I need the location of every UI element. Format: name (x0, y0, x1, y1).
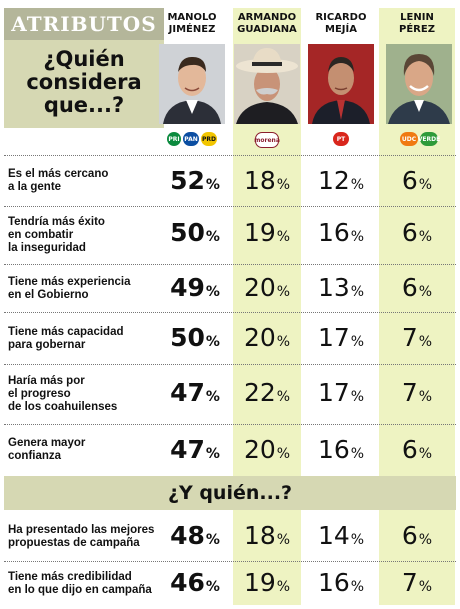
pct-perez: 6% (401, 435, 433, 464)
pct-jimenez: 48% (170, 521, 220, 550)
pct-jimenez: 50% (170, 218, 220, 247)
row-label: Es el más cercano a la gente (8, 168, 109, 193)
row-label: Tiene más capacidad para gobernar (8, 325, 124, 351)
row-separator (4, 424, 456, 426)
pct-guadiana: 19% (243, 218, 291, 247)
candidate-name-jimenez: MANOLO JIMÉNEZ (167, 12, 217, 35)
row-label: Tendría más éxito en combatir la insegurid… (8, 216, 105, 254)
section-heading: ¿Y quién...? (4, 476, 456, 510)
pct-perez: 6% (401, 166, 433, 195)
udc-logo-icon: UDC (400, 132, 418, 146)
candidate-name-mejia: RICARDO MEJÍA (315, 12, 367, 35)
pct-jimenez: 46% (170, 568, 220, 597)
candidate-photo-guadiana (234, 44, 300, 124)
pan-logo-icon: PAN (183, 132, 199, 146)
pct-mejia: 17% (317, 323, 365, 352)
pt-logo-icon: PT (333, 132, 349, 146)
row-label: Tiene más experiencia en el Gobierno (8, 275, 131, 301)
pri-logo-icon: PRI (167, 132, 181, 146)
pct-mejia: 17% (317, 378, 365, 407)
pct-mejia: 16% (317, 568, 365, 597)
row-label: Tiene más credibilidad en lo que dijo en … (8, 571, 152, 596)
candidate-photo-jimenez (159, 44, 225, 124)
row-label: Genera mayor confianza (8, 437, 86, 462)
morena-logo-icon: morena (254, 132, 280, 148)
pct-mejia: 14% (317, 521, 365, 550)
pct-perez: 7% (401, 568, 433, 597)
row-label: Haría más por el progreso de los coahuilen… (8, 375, 118, 413)
pct-guadiana: 20% (243, 273, 291, 302)
candidate-photo-perez (386, 44, 452, 124)
pct-jimenez: 49% (170, 273, 220, 302)
candidate-name-perez: LENIN PÉREZ (399, 12, 435, 35)
pct-guadiana: 18% (243, 166, 291, 195)
party-logos-guadiana: morena (234, 132, 300, 150)
pct-perez: 7% (401, 323, 433, 352)
pct-perez: 6% (401, 521, 433, 550)
party-logos-mejia: PT (308, 132, 374, 150)
candidate-photo-mejia (308, 44, 374, 124)
row-separator (4, 155, 456, 157)
pct-guadiana: 19% (243, 568, 291, 597)
pvem-logo-icon: VERDE (418, 132, 440, 146)
row-separator (4, 364, 456, 366)
pct-guadiana: 22% (243, 378, 291, 407)
pct-mejia: 16% (317, 435, 365, 464)
row-separator (4, 206, 456, 208)
pct-jimenez: 47% (170, 378, 220, 407)
party-logos-perez: UDC VERDE (386, 132, 452, 150)
pct-mejia: 12% (317, 166, 365, 195)
pct-guadiana: 20% (243, 435, 291, 464)
pct-guadiana: 18% (243, 521, 291, 550)
pct-mejia: 16% (317, 218, 365, 247)
row-label: Ha presentado las mejores propuestas de c… (8, 523, 155, 549)
pct-jimenez: 47% (170, 435, 220, 464)
row-separator (4, 561, 456, 563)
prd-logo-icon: PRD (201, 132, 217, 146)
candidate-name-guadiana: ARMANDO GUADIANA (237, 12, 297, 35)
pct-jimenez: 50% (170, 323, 220, 352)
pct-guadiana: 20% (243, 323, 291, 352)
row-separator (4, 264, 456, 266)
pct-jimenez: 52% (170, 166, 220, 195)
attributes-heading: ATRIBUTOS (4, 8, 164, 40)
party-logos-jimenez: PRI PAN PRD (159, 132, 225, 150)
pct-perez: 6% (401, 218, 433, 247)
pct-perez: 6% (401, 273, 433, 302)
pct-mejia: 13% (317, 273, 365, 302)
question-heading: ¿Quién considera que...? (26, 47, 142, 117)
row-separator (4, 312, 456, 314)
pct-perez: 7% (401, 378, 433, 407)
